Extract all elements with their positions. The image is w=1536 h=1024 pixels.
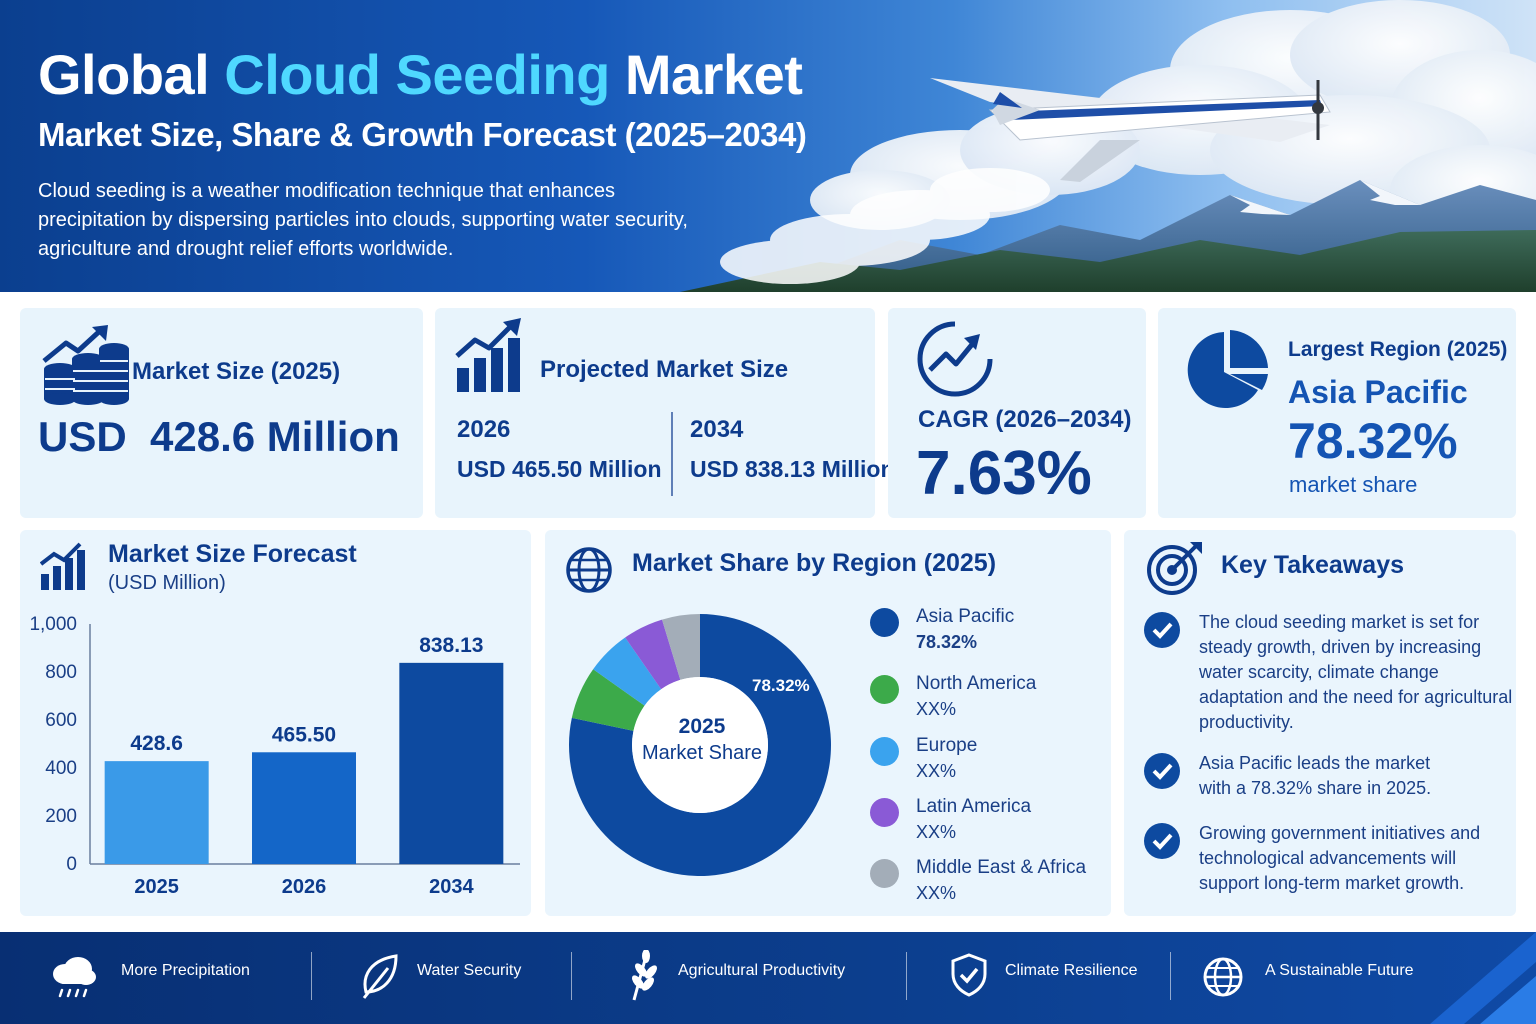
pie-icon xyxy=(1187,330,1268,408)
check-circle-icon xyxy=(1144,753,1180,789)
bar-value-label: 838.13 xyxy=(419,634,483,657)
wheat-icon xyxy=(632,950,657,1001)
footer-label: A Sustainable Future xyxy=(1265,962,1414,979)
bar xyxy=(252,752,356,864)
globe-icon xyxy=(566,547,612,593)
market-size-value: USD 428.6 Million xyxy=(38,413,400,460)
donut-slice xyxy=(569,614,831,876)
y-tick-label: 0 xyxy=(66,854,77,875)
cagr-label: CAGR (2026–2034) xyxy=(918,406,1132,433)
header-banner: Global Cloud Seeding Market Market Size,… xyxy=(0,0,1536,292)
legend-swatch xyxy=(870,798,899,827)
bar xyxy=(399,662,504,864)
globe-icon xyxy=(1203,957,1243,997)
bar-chart-icon xyxy=(40,542,85,590)
projected-divider xyxy=(671,412,673,496)
largest-region-label: Largest Region (2025) xyxy=(1288,338,1508,361)
check-circle-icon xyxy=(1144,823,1180,859)
bar-growth-icon xyxy=(455,318,521,392)
region-donut-chart xyxy=(569,614,831,876)
bar-value-label: 465.50 xyxy=(272,723,336,746)
donut-center-year: 2025 xyxy=(678,715,726,738)
footer-divider xyxy=(311,952,312,1000)
kpi-card-largest-region: Largest Region (2025) Asia Pacific 78.32… xyxy=(1158,308,1516,518)
takeaway-text: Growing government initiatives and techn… xyxy=(1199,823,1481,893)
takeaways-title: Key Takeaways xyxy=(1221,551,1404,579)
donut-slice-label: 78.32% xyxy=(752,676,810,695)
largest-region-name: Asia Pacific xyxy=(1288,374,1468,410)
footer-label: Water Security xyxy=(417,962,522,979)
x-tick-label: 2025 xyxy=(134,876,179,898)
x-tick-label: 2026 xyxy=(282,876,327,898)
airplane-graphic xyxy=(930,78,1331,182)
takeaways-panel xyxy=(1124,530,1516,916)
y-tick-label: 1,000 xyxy=(29,614,77,635)
donut-center-label: Market Share xyxy=(641,742,763,764)
forecast-title: Market Size Forecast xyxy=(108,540,357,568)
footer-label: Agricultural Productivity xyxy=(678,962,846,979)
legend-label: Middle East & Africa xyxy=(916,857,1087,878)
check-circle-icon xyxy=(1144,612,1180,648)
cagr-value: 7.63% xyxy=(916,439,1092,508)
legend-label: Latin America xyxy=(916,796,1032,817)
projected-label: Projected Market Size xyxy=(540,356,789,383)
growth-circle-icon xyxy=(917,321,993,397)
leaf-icon xyxy=(362,954,398,999)
footer-label: Climate Resilience xyxy=(1005,962,1138,979)
footer-divider xyxy=(571,952,572,1000)
legend-swatch xyxy=(870,859,899,888)
takeaway-text: Asia Pacific leads the market with a 78.… xyxy=(1199,753,1432,798)
donut-slice xyxy=(593,637,662,706)
coins-growth-icon xyxy=(42,325,129,405)
rain-cloud-icon xyxy=(53,957,96,998)
footer-divider xyxy=(1170,952,1171,1000)
page-title: Global Cloud Seeding Market xyxy=(38,43,803,106)
bar xyxy=(104,761,209,864)
projected-year-2: 2034 xyxy=(690,416,744,443)
footer-bar: More Precipitation Water Security Agricu… xyxy=(0,932,1536,1024)
donut-slice xyxy=(662,614,700,680)
kpi-card-cagr: CAGR (2026–2034) 7.63% xyxy=(888,308,1146,518)
legend-value: 78.32% xyxy=(916,632,978,652)
projected-value-1: USD 465.50 Million xyxy=(457,456,662,482)
forecast-unit: (USD Million) xyxy=(108,572,226,594)
shield-check-icon xyxy=(951,953,987,997)
legend-swatch xyxy=(870,608,899,637)
kpi-card-projected: Projected Market Size 2026 USD 465.50 Mi… xyxy=(435,308,895,518)
legend-label: Europe xyxy=(916,735,978,756)
page-subtitle: Market Size, Share & Growth Forecast (20… xyxy=(38,116,807,153)
legend-value: XX% xyxy=(916,699,957,719)
legend-swatch xyxy=(870,737,899,766)
y-tick-label: 600 xyxy=(45,710,77,731)
donut-slice xyxy=(571,669,645,731)
footer-accent-stripes xyxy=(1430,932,1536,1024)
legend-label: Asia Pacific xyxy=(916,606,1015,627)
footer-label: More Precipitation xyxy=(121,962,250,979)
market-size-bar-chart: 0 200 400 600 800 1,000 428.6 2025 465.50 2026 838… xyxy=(29,614,520,898)
takeaway-text: The cloud seeding market is set for stea… xyxy=(1199,612,1513,732)
legend-label: North America xyxy=(916,673,1037,694)
donut-slice xyxy=(625,619,681,690)
bar-value-label: 428.6 xyxy=(130,732,183,755)
sky-airplane-illustration xyxy=(680,0,1536,292)
x-tick-label: 2034 xyxy=(429,876,474,898)
y-tick-label: 200 xyxy=(45,806,77,827)
largest-region-value: 78.32% xyxy=(1288,413,1458,469)
region-share-title: Market Share by Region (2025) xyxy=(632,549,997,577)
target-icon xyxy=(1147,542,1202,595)
projected-year-1: 2026 xyxy=(457,416,511,443)
legend-swatch xyxy=(870,675,899,704)
legend-value: XX% xyxy=(916,822,957,842)
projected-value-2: USD 838.13 Million xyxy=(690,456,895,482)
footer-divider xyxy=(906,952,907,1000)
y-tick-label: 400 xyxy=(45,758,77,779)
largest-region-note: market share xyxy=(1289,472,1418,497)
market-size-label: Market Size (2025) xyxy=(132,358,341,385)
kpi-card-market-size: Market Size (2025) USD 428.6 Million xyxy=(20,308,423,518)
intro-text: Cloud seeding is a weather modification … xyxy=(38,180,688,260)
donut-hole xyxy=(632,677,768,813)
legend-value: XX% xyxy=(916,883,957,903)
y-tick-label: 800 xyxy=(45,662,77,683)
legend-value: XX% xyxy=(916,761,957,781)
